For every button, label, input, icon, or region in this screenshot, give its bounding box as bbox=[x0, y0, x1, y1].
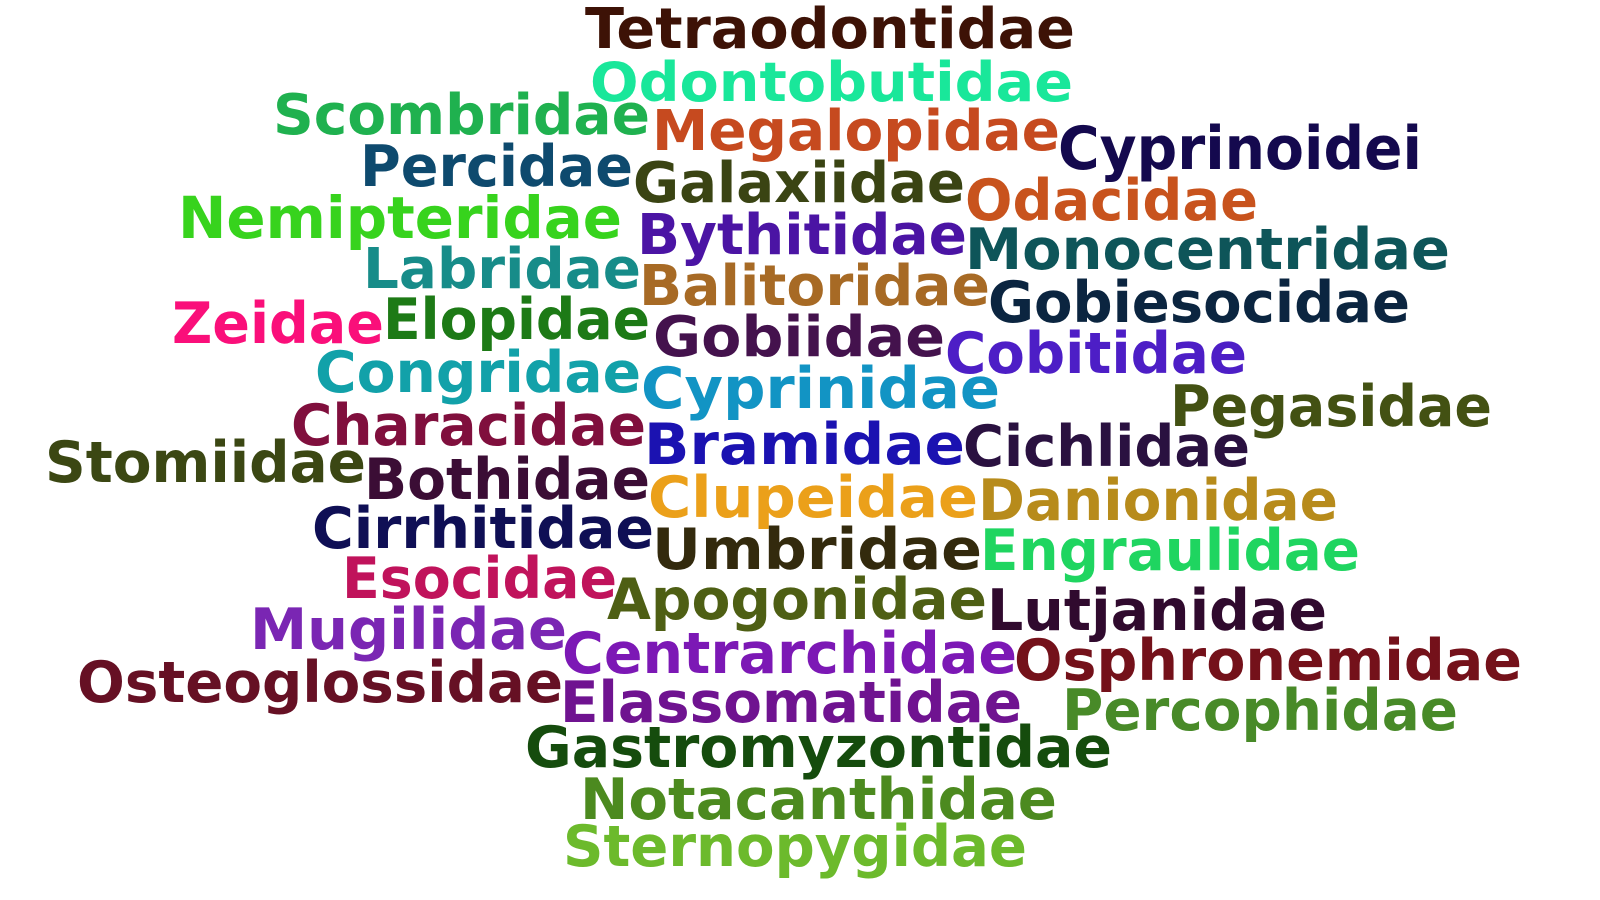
word-odontobutidae: Odontobutidae bbox=[590, 51, 1073, 114]
word-cyprinidae: Cyprinidae bbox=[641, 356, 1001, 422]
word-umbridae: Umbridae bbox=[652, 517, 983, 583]
word-notacanthidae: Notacanthidae bbox=[580, 767, 1057, 833]
word-lutjanidae: Lutjanidae bbox=[987, 578, 1327, 644]
word-cobitidae: Cobitidae bbox=[945, 321, 1247, 387]
word-clupeidae: Clupeidae bbox=[648, 465, 978, 531]
word-zeidae: Zeidae bbox=[172, 291, 385, 357]
word-gobiesocidae: Gobiesocidae bbox=[988, 270, 1410, 336]
word-elassomatidae: Elassomatidae bbox=[560, 670, 1022, 736]
word-pegasidae: Pegasidae bbox=[1170, 374, 1493, 440]
word-percidae: Percidae bbox=[360, 134, 634, 200]
word-mugilidae: Mugilidae bbox=[250, 597, 568, 663]
word-cichlidae: Cichlidae bbox=[963, 414, 1250, 480]
word-elopidae: Elopidae bbox=[383, 287, 650, 353]
word-labridae: Labridae bbox=[363, 237, 641, 302]
word-scombridae: Scombridae bbox=[273, 83, 650, 148]
word-galaxiidae: Galaxiidae bbox=[633, 151, 965, 216]
word-cirrhitidae: Cirrhitidae bbox=[312, 496, 655, 562]
word-bothidae: Bothidae bbox=[364, 447, 651, 513]
word-nemipteridae: Nemipteridae bbox=[178, 184, 622, 252]
word-stomiidae: Stomiidae bbox=[45, 430, 366, 496]
word-centrarchidae: Centrarchidae bbox=[562, 621, 1018, 687]
word-cyprinoidei: Cyprinoidei bbox=[1058, 115, 1422, 184]
word-monocentridae: Monocentridae bbox=[965, 217, 1451, 283]
word-congridae: Congridae bbox=[315, 340, 642, 406]
word-odacidae: Odacidae bbox=[965, 168, 1258, 234]
word-engraulidae: Engraulidae bbox=[980, 518, 1361, 584]
word-characidae: Characidae bbox=[291, 393, 647, 459]
word-apogonidae: Apogonidae bbox=[607, 567, 988, 633]
word-osteoglossidae: Osteoglossidae bbox=[77, 650, 563, 716]
word-danionidae: Danionidae bbox=[978, 468, 1338, 534]
word-osphronemidae: Osphronemidae bbox=[1014, 628, 1522, 694]
word-percophidae: Percophidae bbox=[1062, 678, 1458, 744]
word-megalopidae: Megalopidae bbox=[652, 99, 1060, 164]
word-sternopygidae: Sternopygidae bbox=[563, 814, 1027, 880]
word-esocidae: Esocidae bbox=[342, 546, 618, 612]
word-balitoridae: Balitoridae bbox=[639, 254, 990, 319]
word-gobiidae: Gobiidae bbox=[653, 305, 946, 370]
word-tetraodontidae: Tetraodontidae bbox=[585, 0, 1075, 62]
word-bythitidae: Bythitidae bbox=[637, 203, 967, 268]
word-bramidae: Bramidae bbox=[644, 412, 965, 478]
word-gastromyzontidae: Gastromyzontidae bbox=[525, 715, 1112, 781]
